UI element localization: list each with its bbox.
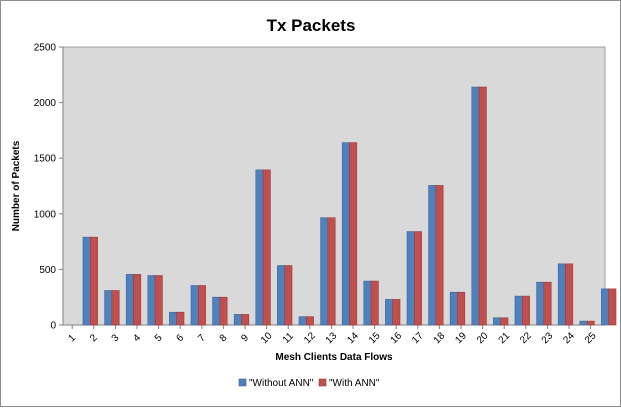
bar-with-ann	[349, 142, 358, 326]
x-tick-label: 10	[259, 330, 275, 346]
bar-with-ann	[219, 296, 228, 326]
y-tick-label: 1500	[34, 154, 57, 165]
bar-with-ann	[327, 217, 336, 326]
x-tick-label: 23	[540, 330, 556, 346]
bar-without-ann	[449, 291, 458, 326]
bar-without-ann	[341, 142, 350, 326]
x-tick-label: 5	[153, 332, 165, 344]
bar-without-ann	[277, 265, 285, 326]
bar-with-ann	[586, 320, 595, 326]
x-tick-label: 6	[174, 332, 186, 344]
x-tick-label: 2	[88, 332, 100, 344]
y-tick-label: 0	[50, 321, 56, 332]
x-tick-label: 20	[475, 330, 491, 346]
y-axis-label: Number of Packets	[11, 140, 22, 231]
y-tick-label: 500	[39, 265, 56, 276]
bar-without-ann	[320, 217, 329, 326]
bar-without-ann	[298, 316, 307, 326]
x-axis-label: Mesh Clients Data Flows	[275, 352, 393, 363]
bar-with-ann	[500, 317, 509, 326]
bar-with-ann	[435, 185, 444, 326]
bar-without-ann	[579, 320, 588, 326]
legend-label: "Without ANN"	[249, 378, 314, 389]
x-tick-label: 24	[561, 330, 577, 346]
legend-swatch	[238, 378, 247, 387]
x-tick-label: 11	[281, 330, 296, 345]
bar-without-ann	[363, 280, 372, 326]
bar-with-ann	[478, 86, 487, 326]
y-tick-label: 2500	[34, 43, 57, 54]
bar-without-ann	[514, 295, 523, 326]
bar-with-ann	[133, 274, 142, 326]
x-tick-label: 14	[345, 330, 361, 346]
bar-with-ann	[521, 295, 530, 326]
bar-without-ann	[406, 231, 415, 326]
bar-with-ann	[457, 291, 466, 326]
y-tick-label: 1000	[34, 209, 57, 220]
x-tick-label: 9	[239, 332, 251, 344]
bar-without-ann	[147, 275, 156, 326]
bar-with-ann	[176, 311, 185, 326]
bar-with-ann	[392, 299, 401, 326]
bar-with-ann	[413, 231, 422, 326]
x-axis: 1 2 3 4 5 6 7 8 9 10 11 12 13 14 15 16 17 18 19 20 21 22 23 24 2…	[63, 324, 605, 346]
chart-title: Tx Packets	[267, 16, 356, 35]
bar-without-ann	[255, 169, 264, 326]
bar-without-ann	[190, 285, 199, 326]
x-tick-label: 4	[131, 332, 143, 344]
x-tick-label: 1	[66, 332, 78, 344]
bar-without-ann	[493, 317, 501, 326]
bar-without-ann	[125, 274, 134, 326]
x-tick-label: 25	[583, 330, 599, 346]
bar-with-ann	[90, 236, 98, 326]
legend: "Without ANN" "With ANN"	[238, 378, 380, 389]
bar-without-ann	[104, 290, 113, 326]
bar-with-ann	[198, 285, 206, 326]
legend-swatch	[318, 378, 327, 387]
bar-without-ann	[601, 288, 610, 326]
x-tick-label: 15	[367, 330, 383, 346]
bar-without-ann	[82, 236, 91, 326]
bar-without-ann	[536, 281, 545, 326]
bar-without-ann	[233, 314, 242, 326]
bar-with-ann	[284, 265, 293, 326]
bar-without-ann	[169, 311, 177, 326]
bars	[82, 86, 617, 326]
bar-with-ann	[241, 314, 250, 326]
x-tick-label: 13	[324, 330, 340, 346]
bar-with-ann	[111, 290, 120, 326]
bar-with-ann	[608, 288, 617, 326]
x-tick-label: 19	[453, 330, 469, 346]
bar-with-ann	[305, 316, 314, 326]
bar-without-ann	[557, 263, 566, 326]
bar-with-ann	[565, 263, 574, 326]
x-tick-label: 7	[196, 332, 208, 344]
bar-without-ann	[212, 296, 221, 326]
x-tick-label: 8	[218, 332, 230, 344]
x-tick-label: 17	[410, 330, 426, 346]
x-tick-label: 12	[302, 330, 318, 346]
bar-with-ann	[262, 169, 271, 326]
y-axis: 0 500 1000 1500 2000 2500	[34, 43, 64, 332]
x-tick-label: 21	[497, 330, 513, 346]
x-tick-label: 3	[110, 332, 122, 344]
bar-without-ann	[471, 86, 480, 326]
bar-with-ann	[370, 280, 379, 326]
bar-without-ann	[428, 185, 437, 326]
bar-with-ann	[154, 275, 163, 326]
bar-with-ann	[543, 281, 552, 326]
x-tick-label: 18	[432, 330, 448, 346]
legend-label: "With ANN"	[329, 378, 380, 389]
y-tick-label: 2000	[34, 98, 57, 109]
x-tick-label: 22	[518, 330, 534, 346]
bar-without-ann	[385, 299, 393, 326]
x-tick-label: 16	[389, 330, 405, 346]
